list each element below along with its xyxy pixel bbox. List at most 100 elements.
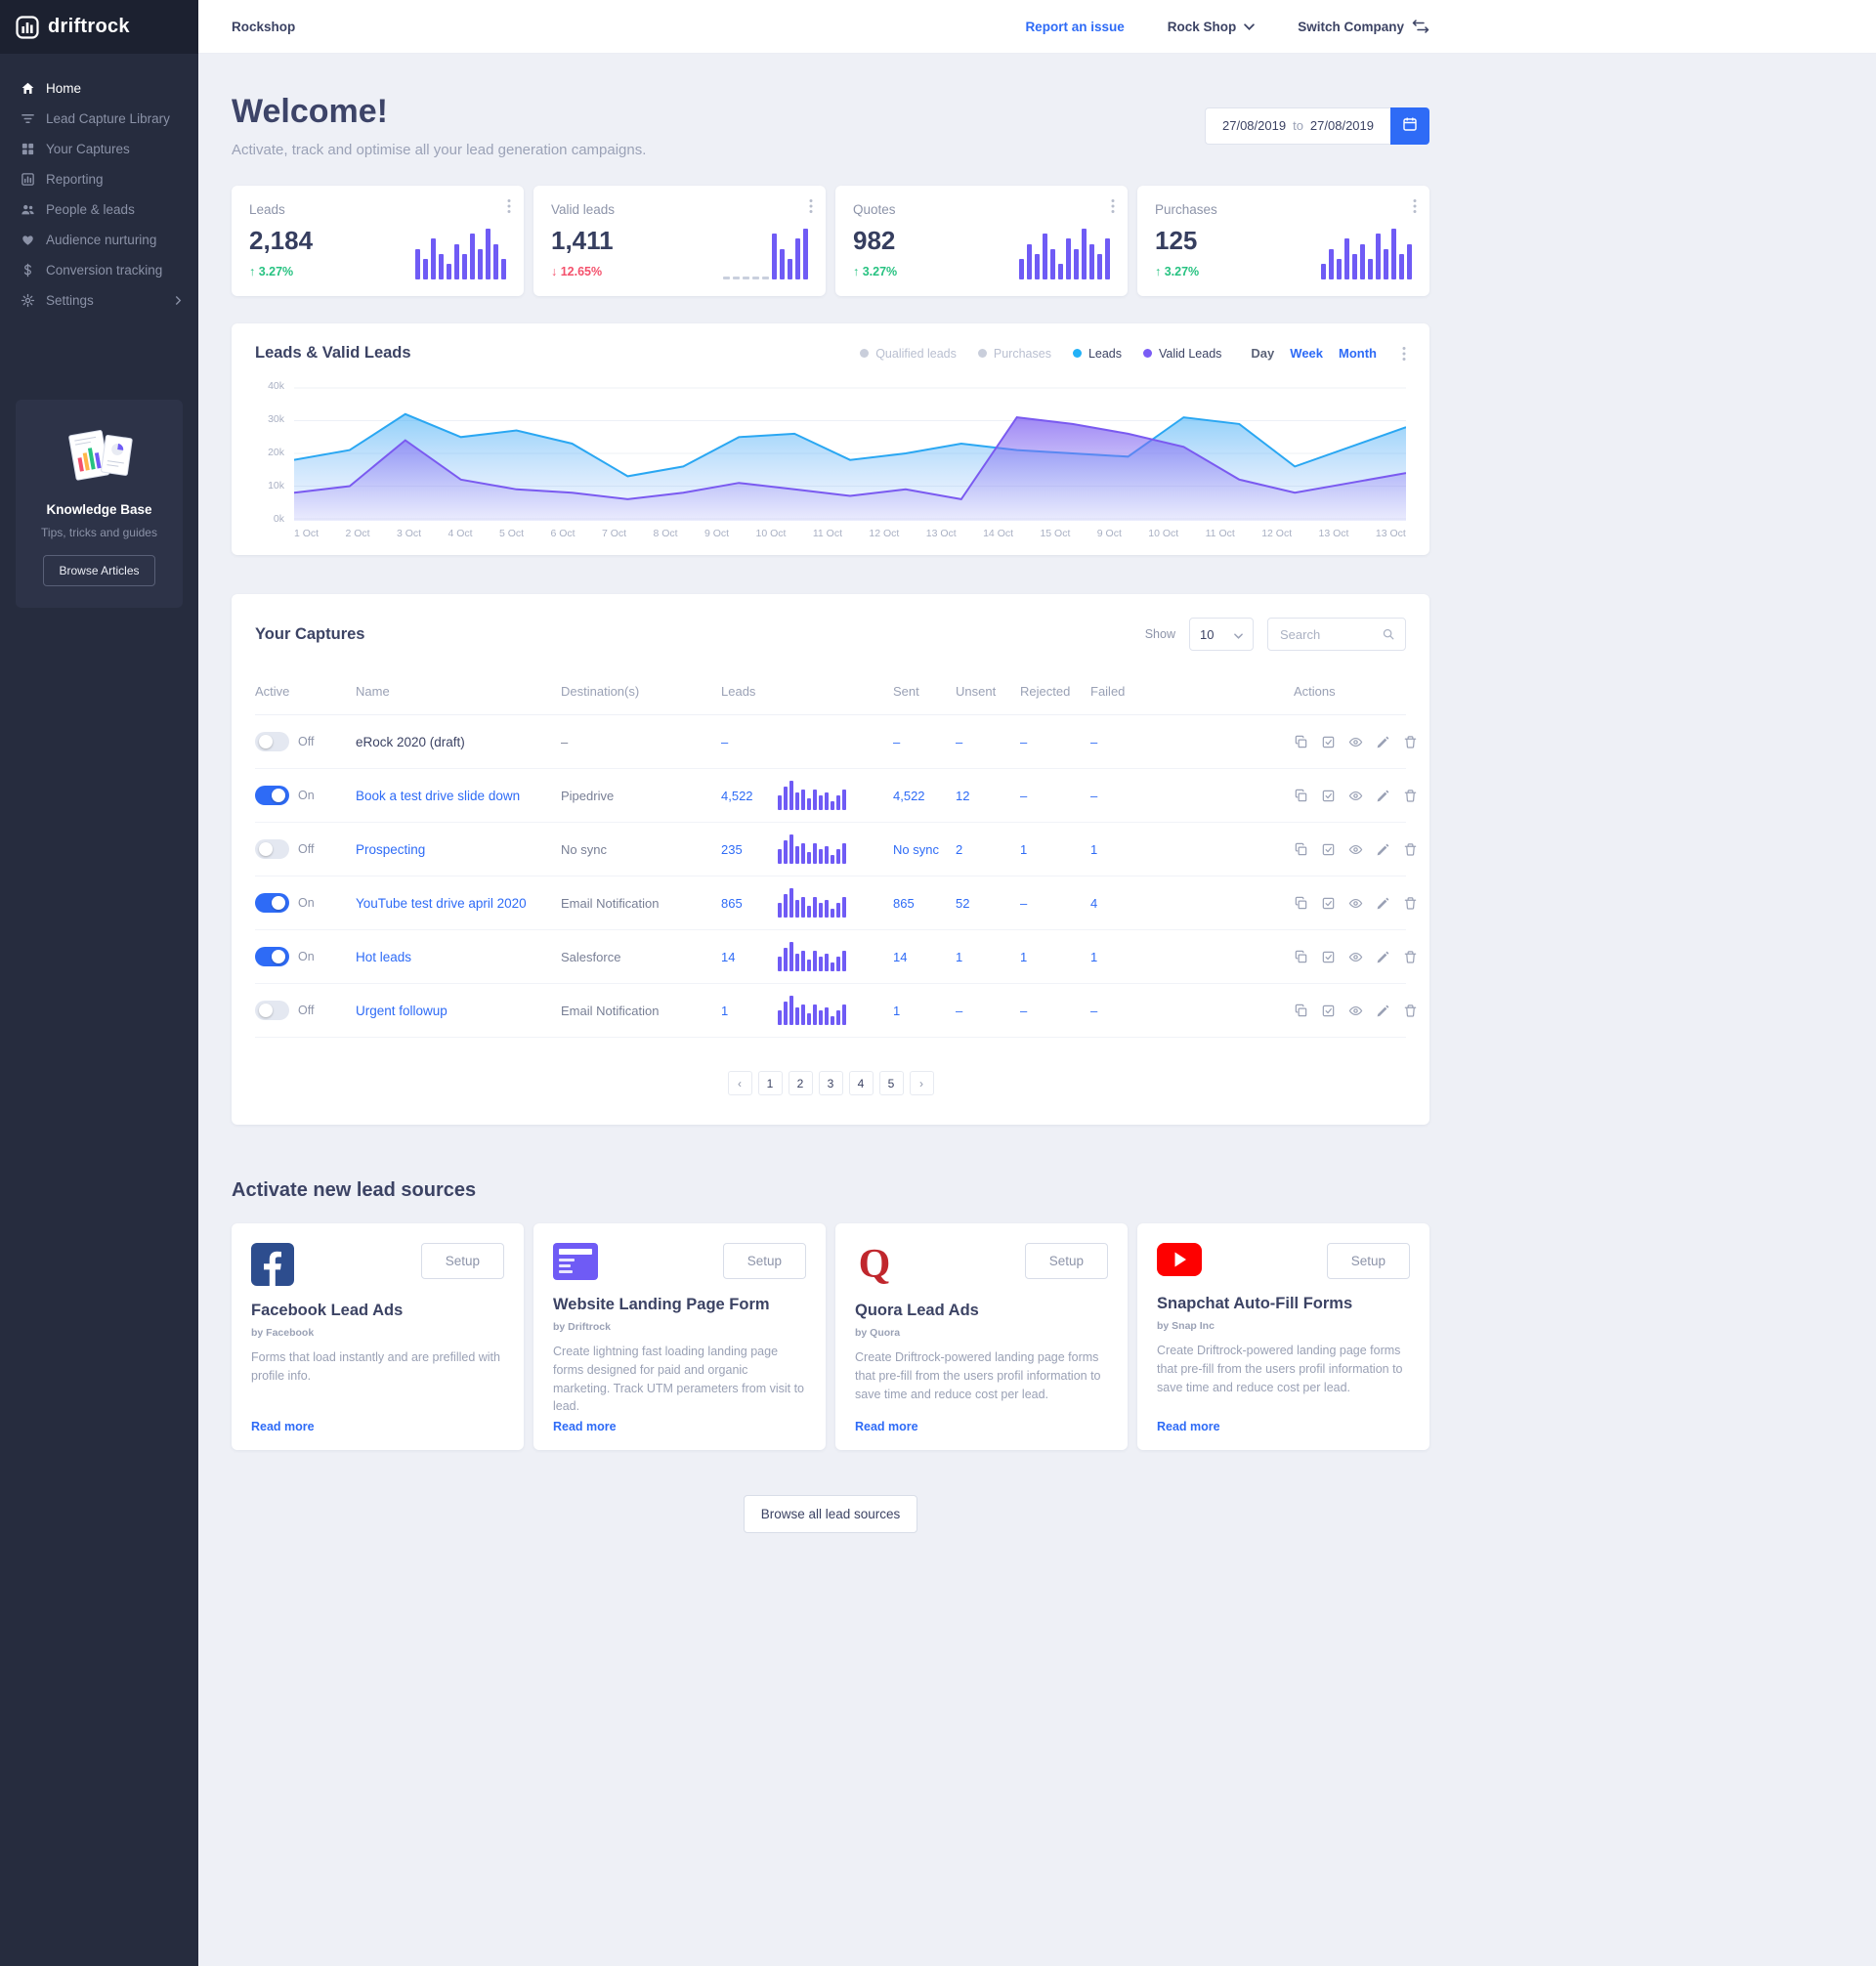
edit-icon[interactable] bbox=[1376, 1004, 1390, 1018]
delete-icon[interactable] bbox=[1403, 896, 1418, 911]
sidebar-item-lead-capture-library[interactable]: Lead Capture Library bbox=[0, 104, 198, 134]
sidebar-item-home[interactable]: Home bbox=[0, 73, 198, 104]
duplicate-icon[interactable] bbox=[1294, 735, 1308, 749]
chart-icon bbox=[21, 172, 35, 187]
sidebar-item-your-captures[interactable]: Your Captures bbox=[0, 134, 198, 164]
delete-icon[interactable] bbox=[1403, 735, 1418, 749]
destination-cell: Pipedrive bbox=[561, 788, 615, 803]
report-issue-link[interactable]: Report an issue bbox=[1025, 19, 1125, 34]
active-toggle[interactable] bbox=[255, 947, 289, 966]
read-more-link[interactable]: Read more bbox=[855, 1420, 918, 1433]
read-more-link[interactable]: Read more bbox=[553, 1420, 617, 1433]
edit-icon[interactable] bbox=[1376, 842, 1390, 857]
approve-icon[interactable] bbox=[1321, 1004, 1336, 1018]
edit-icon[interactable] bbox=[1376, 950, 1390, 964]
sidebar-item-reporting[interactable]: Reporting bbox=[0, 164, 198, 194]
approve-icon[interactable] bbox=[1321, 842, 1336, 857]
setup-button[interactable]: Setup bbox=[722, 1243, 806, 1279]
next-page-button[interactable]: › bbox=[909, 1071, 934, 1095]
capture-name-link[interactable]: eRock 2020 (draft) bbox=[356, 734, 465, 749]
delete-icon[interactable] bbox=[1403, 789, 1418, 803]
legend-qualified-leads[interactable]: Qualified leads bbox=[860, 347, 957, 361]
capture-name-link[interactable]: Book a test drive slide down bbox=[356, 788, 521, 803]
switch-company-button[interactable]: Switch Company bbox=[1298, 20, 1429, 34]
page-button-5[interactable]: 5 bbox=[878, 1071, 904, 1095]
sidebar-item-conversion-tracking[interactable]: Conversion tracking bbox=[0, 255, 198, 285]
chevron-right-icon bbox=[174, 296, 183, 305]
view-icon[interactable] bbox=[1348, 896, 1363, 911]
toggle-state-label: Off bbox=[298, 735, 315, 748]
capture-name-link[interactable]: YouTube test drive april 2020 bbox=[356, 895, 527, 911]
active-toggle[interactable] bbox=[255, 786, 289, 805]
legend-valid-leads[interactable]: Valid Leads bbox=[1143, 347, 1221, 361]
range-day[interactable]: Day bbox=[1251, 346, 1275, 361]
edit-icon[interactable] bbox=[1376, 789, 1390, 803]
range-month[interactable]: Month bbox=[1339, 346, 1377, 361]
view-icon[interactable] bbox=[1348, 735, 1363, 749]
stat-kebab-menu-icon[interactable] bbox=[1111, 198, 1115, 214]
sidebar-item-settings[interactable]: Settings bbox=[0, 285, 198, 316]
duplicate-icon[interactable] bbox=[1294, 842, 1308, 857]
stat-kebab-menu-icon[interactable] bbox=[1413, 198, 1417, 214]
range-week[interactable]: Week bbox=[1290, 346, 1324, 361]
sidebar-item-audience-nurturing[interactable]: Audience nurturing bbox=[0, 225, 198, 255]
legend-leads[interactable]: Leads bbox=[1072, 347, 1122, 361]
browse-all-lead-sources-button[interactable]: Browse all lead sources bbox=[743, 1495, 918, 1533]
setup-button[interactable]: Setup bbox=[1326, 1243, 1410, 1279]
calendar-button[interactable] bbox=[1390, 107, 1429, 145]
chart-kebab-menu-icon[interactable] bbox=[1402, 346, 1406, 362]
date-range-picker[interactable]: 27/08/2019 to 27/08/2019 bbox=[1205, 107, 1429, 145]
view-icon[interactable] bbox=[1348, 842, 1363, 857]
source-description: Create Driftrock-powered landing page fo… bbox=[1157, 1344, 1403, 1394]
duplicate-icon[interactable] bbox=[1294, 789, 1308, 803]
setup-button[interactable]: Setup bbox=[1024, 1243, 1108, 1279]
stat-kebab-menu-icon[interactable] bbox=[507, 198, 511, 214]
capture-name-link[interactable]: Urgent followup bbox=[356, 1003, 448, 1018]
approve-icon[interactable] bbox=[1321, 789, 1336, 803]
x-tick-label: 13 Oct bbox=[1318, 528, 1349, 539]
page-button-3[interactable]: 3 bbox=[818, 1071, 843, 1095]
read-more-link[interactable]: Read more bbox=[1157, 1420, 1220, 1433]
stat-kebab-menu-icon[interactable] bbox=[809, 198, 813, 214]
view-icon[interactable] bbox=[1348, 789, 1363, 803]
read-more-link[interactable]: Read more bbox=[251, 1420, 315, 1433]
browse-articles-button[interactable]: Browse Articles bbox=[43, 555, 155, 586]
capture-name-link[interactable]: Prospecting bbox=[356, 841, 426, 857]
delete-icon[interactable] bbox=[1403, 842, 1418, 857]
active-toggle[interactable] bbox=[255, 732, 289, 751]
delete-icon[interactable] bbox=[1403, 950, 1418, 964]
delete-icon[interactable] bbox=[1403, 1004, 1418, 1018]
stat-label: Quotes bbox=[853, 202, 896, 217]
x-tick-label: 13 Oct bbox=[1375, 528, 1406, 539]
active-toggle[interactable] bbox=[255, 1001, 289, 1020]
prev-page-button[interactable]: ‹ bbox=[727, 1071, 752, 1095]
sidebar-item-people-leads[interactable]: People & leads bbox=[0, 194, 198, 225]
x-tick-label: 12 Oct bbox=[869, 528, 900, 539]
captures-table: Active Name Destination(s) Leads Sent Unsent R… bbox=[255, 670, 1417, 1038]
edit-icon[interactable] bbox=[1376, 896, 1390, 911]
source-description: Create lightning fast loading landing pa… bbox=[553, 1345, 805, 1414]
view-icon[interactable] bbox=[1348, 950, 1363, 964]
duplicate-icon[interactable] bbox=[1294, 1004, 1308, 1018]
active-toggle[interactable] bbox=[255, 893, 289, 913]
search-input[interactable] bbox=[1278, 625, 1376, 643]
page-button-4[interactable]: 4 bbox=[848, 1071, 874, 1095]
legend-purchases[interactable]: Purchases bbox=[977, 347, 1051, 361]
page-button-2[interactable]: 2 bbox=[788, 1071, 813, 1095]
approve-icon[interactable] bbox=[1321, 735, 1336, 749]
date-range-value[interactable]: 27/08/2019 to 27/08/2019 bbox=[1205, 107, 1390, 145]
setup-button[interactable]: Setup bbox=[420, 1243, 504, 1279]
source-title: Quora Lead Ads bbox=[855, 1302, 979, 1319]
company-dropdown[interactable]: Rock Shop bbox=[1168, 20, 1256, 34]
duplicate-icon[interactable] bbox=[1294, 896, 1308, 911]
failed-cell: – bbox=[1090, 734, 1098, 749]
view-icon[interactable] bbox=[1348, 1004, 1363, 1018]
approve-icon[interactable] bbox=[1321, 896, 1336, 911]
capture-name-link[interactable]: Hot leads bbox=[356, 949, 412, 964]
approve-icon[interactable] bbox=[1321, 950, 1336, 964]
page-button-1[interactable]: 1 bbox=[757, 1071, 783, 1095]
duplicate-icon[interactable] bbox=[1294, 950, 1308, 964]
active-toggle[interactable] bbox=[255, 839, 289, 859]
show-select[interactable]: 10 bbox=[1189, 618, 1254, 651]
edit-icon[interactable] bbox=[1376, 735, 1390, 749]
